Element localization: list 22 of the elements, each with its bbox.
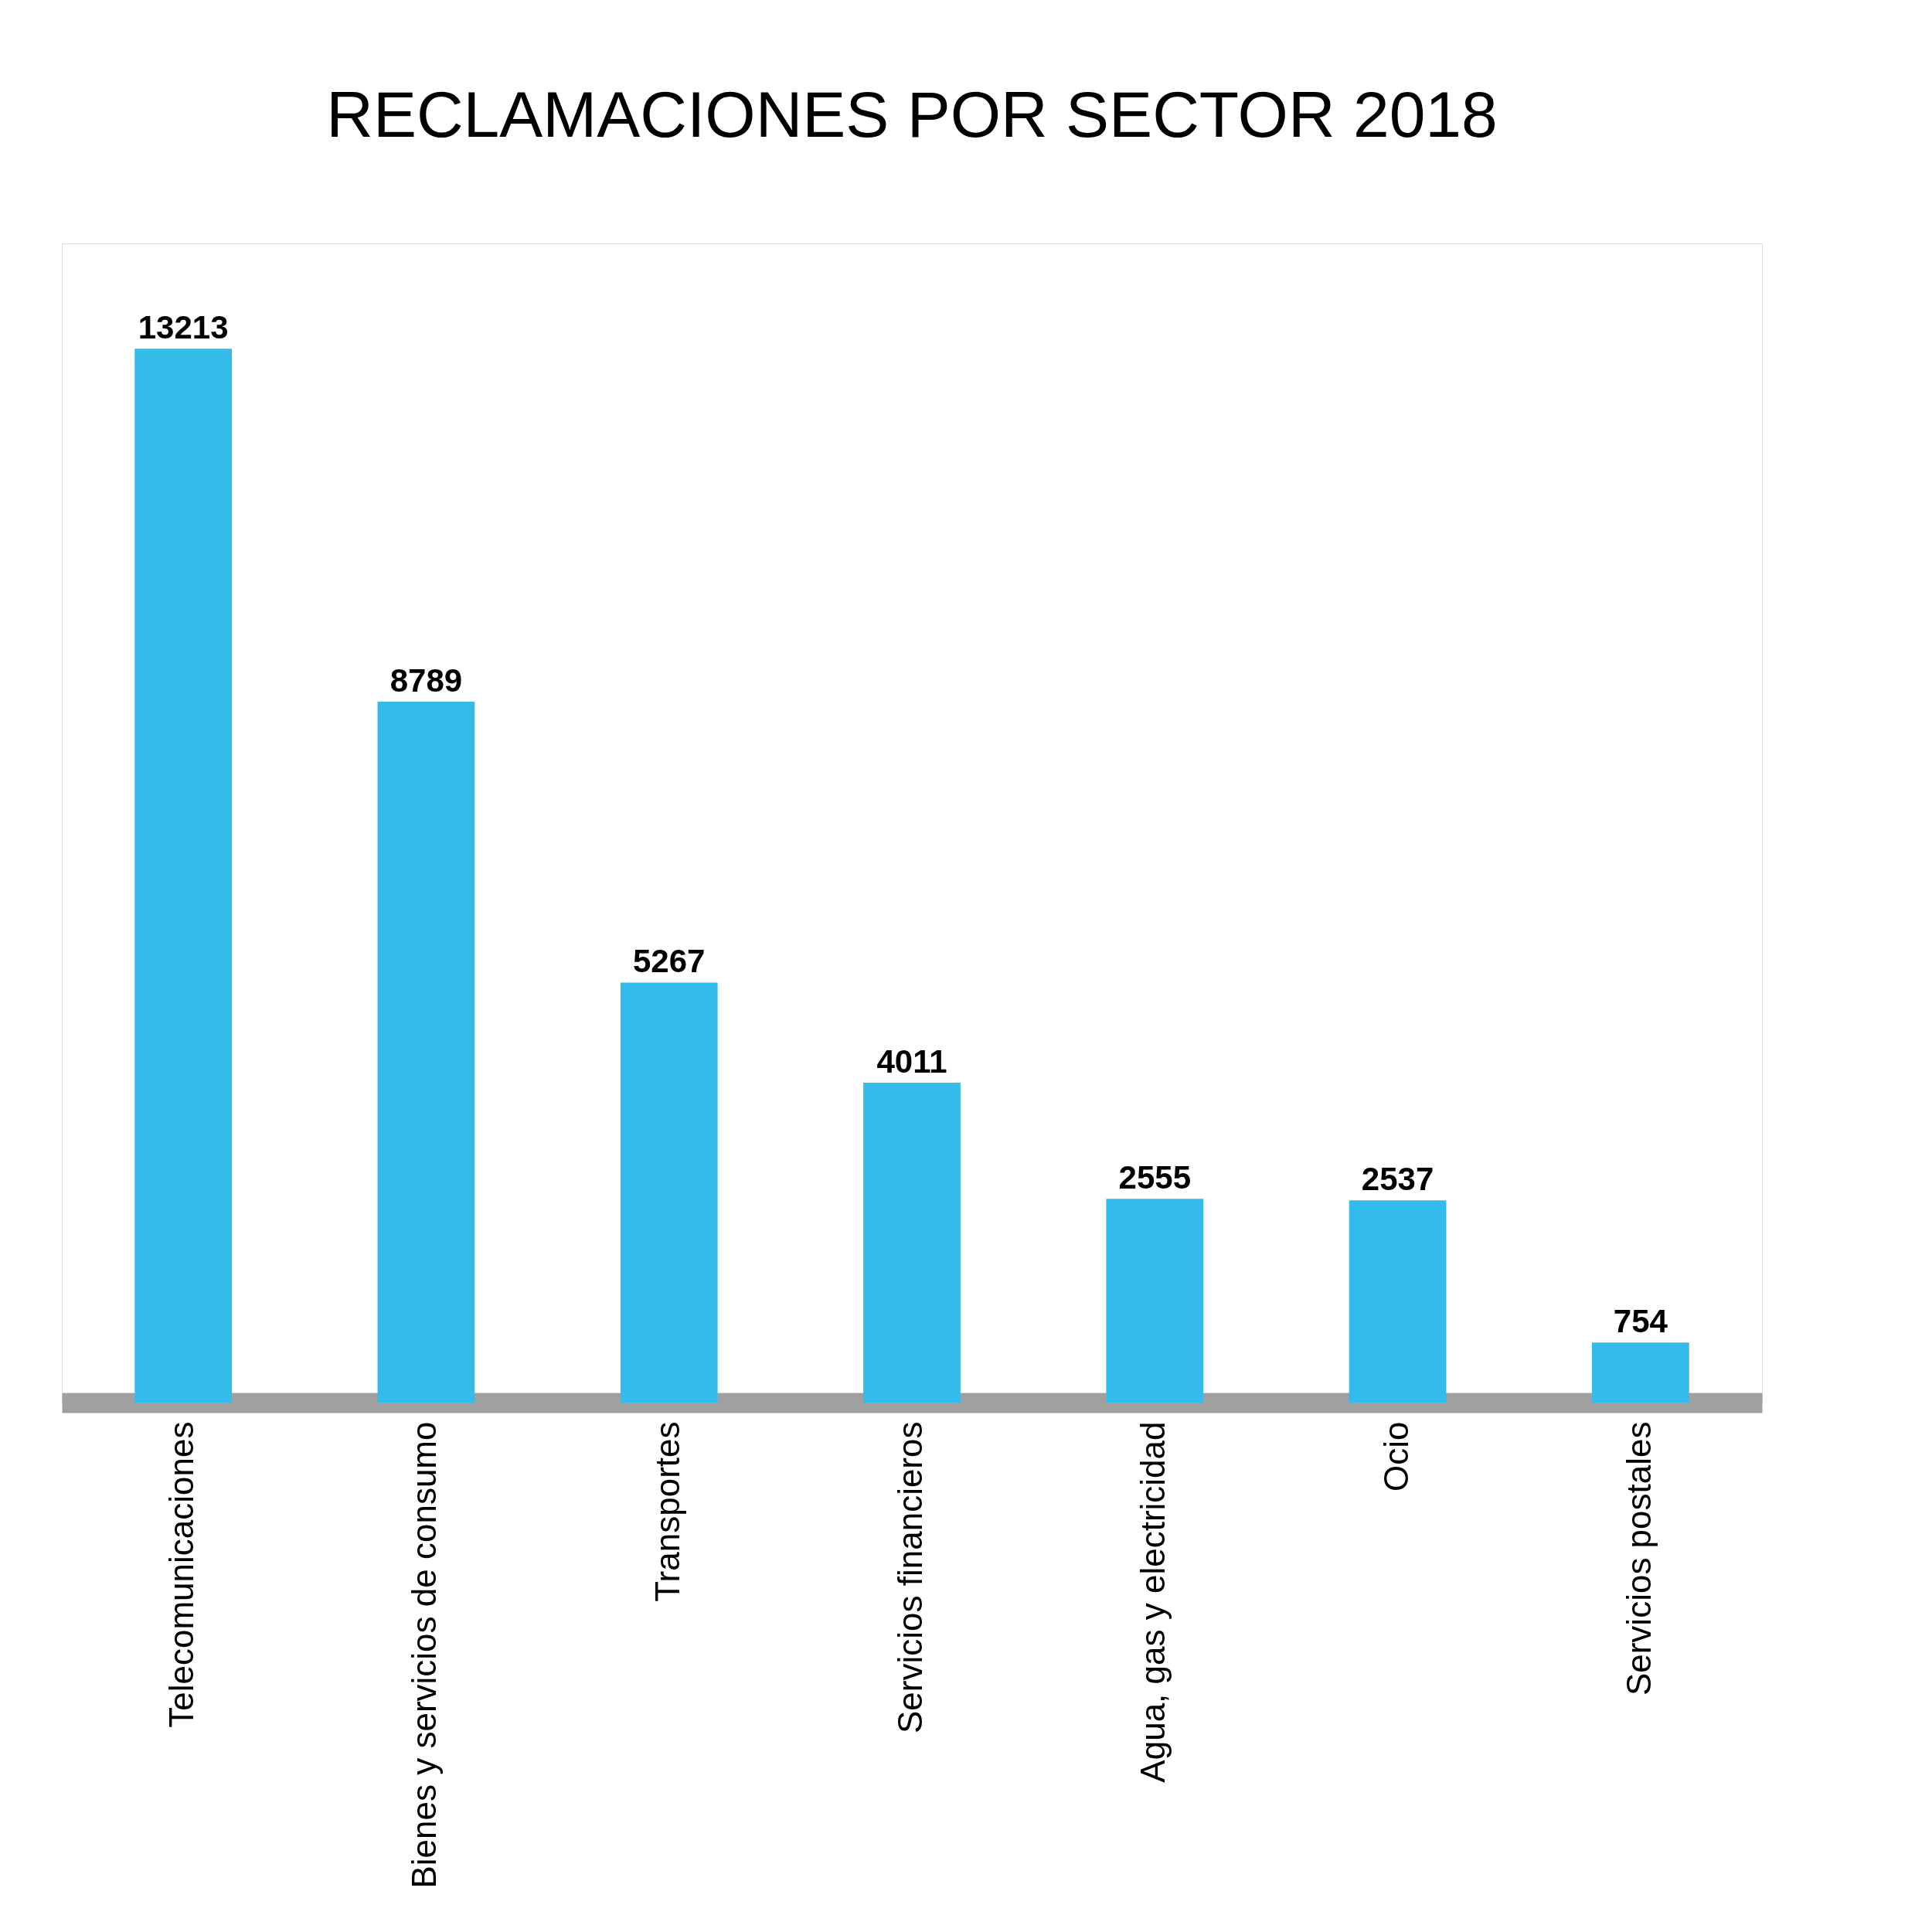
x-tick-label: Servicios postales	[1619, 1421, 1658, 1696]
x-tick-label: Bienes y servicios de consumo	[405, 1421, 444, 1889]
data-label: 13213	[138, 309, 229, 346]
bar	[1349, 1200, 1447, 1403]
bar	[620, 982, 718, 1403]
x-tick-label: Ocio	[1376, 1421, 1415, 1492]
data-label: 4011	[876, 1043, 947, 1080]
bar	[1106, 1199, 1204, 1403]
bar	[134, 349, 232, 1403]
chart-title: RECLAMACIONES POR SECTOR 2018	[326, 78, 1498, 151]
data-label: 2537	[1361, 1161, 1434, 1198]
data-label: 8789	[389, 662, 463, 699]
x-tick-label: Servicios financieros	[891, 1421, 929, 1733]
x-tick-label: Telecomunicaciones	[162, 1421, 201, 1728]
bar	[1592, 1342, 1689, 1403]
data-label: 2555	[1118, 1159, 1191, 1196]
data-label: 5267	[633, 943, 706, 980]
x-tick-label: Agua, gas y electricidad	[1134, 1421, 1172, 1783]
x-tick-label: Transportes	[648, 1421, 686, 1602]
bar	[863, 1083, 961, 1403]
bar	[377, 701, 475, 1403]
data-label: 754	[1613, 1303, 1668, 1340]
